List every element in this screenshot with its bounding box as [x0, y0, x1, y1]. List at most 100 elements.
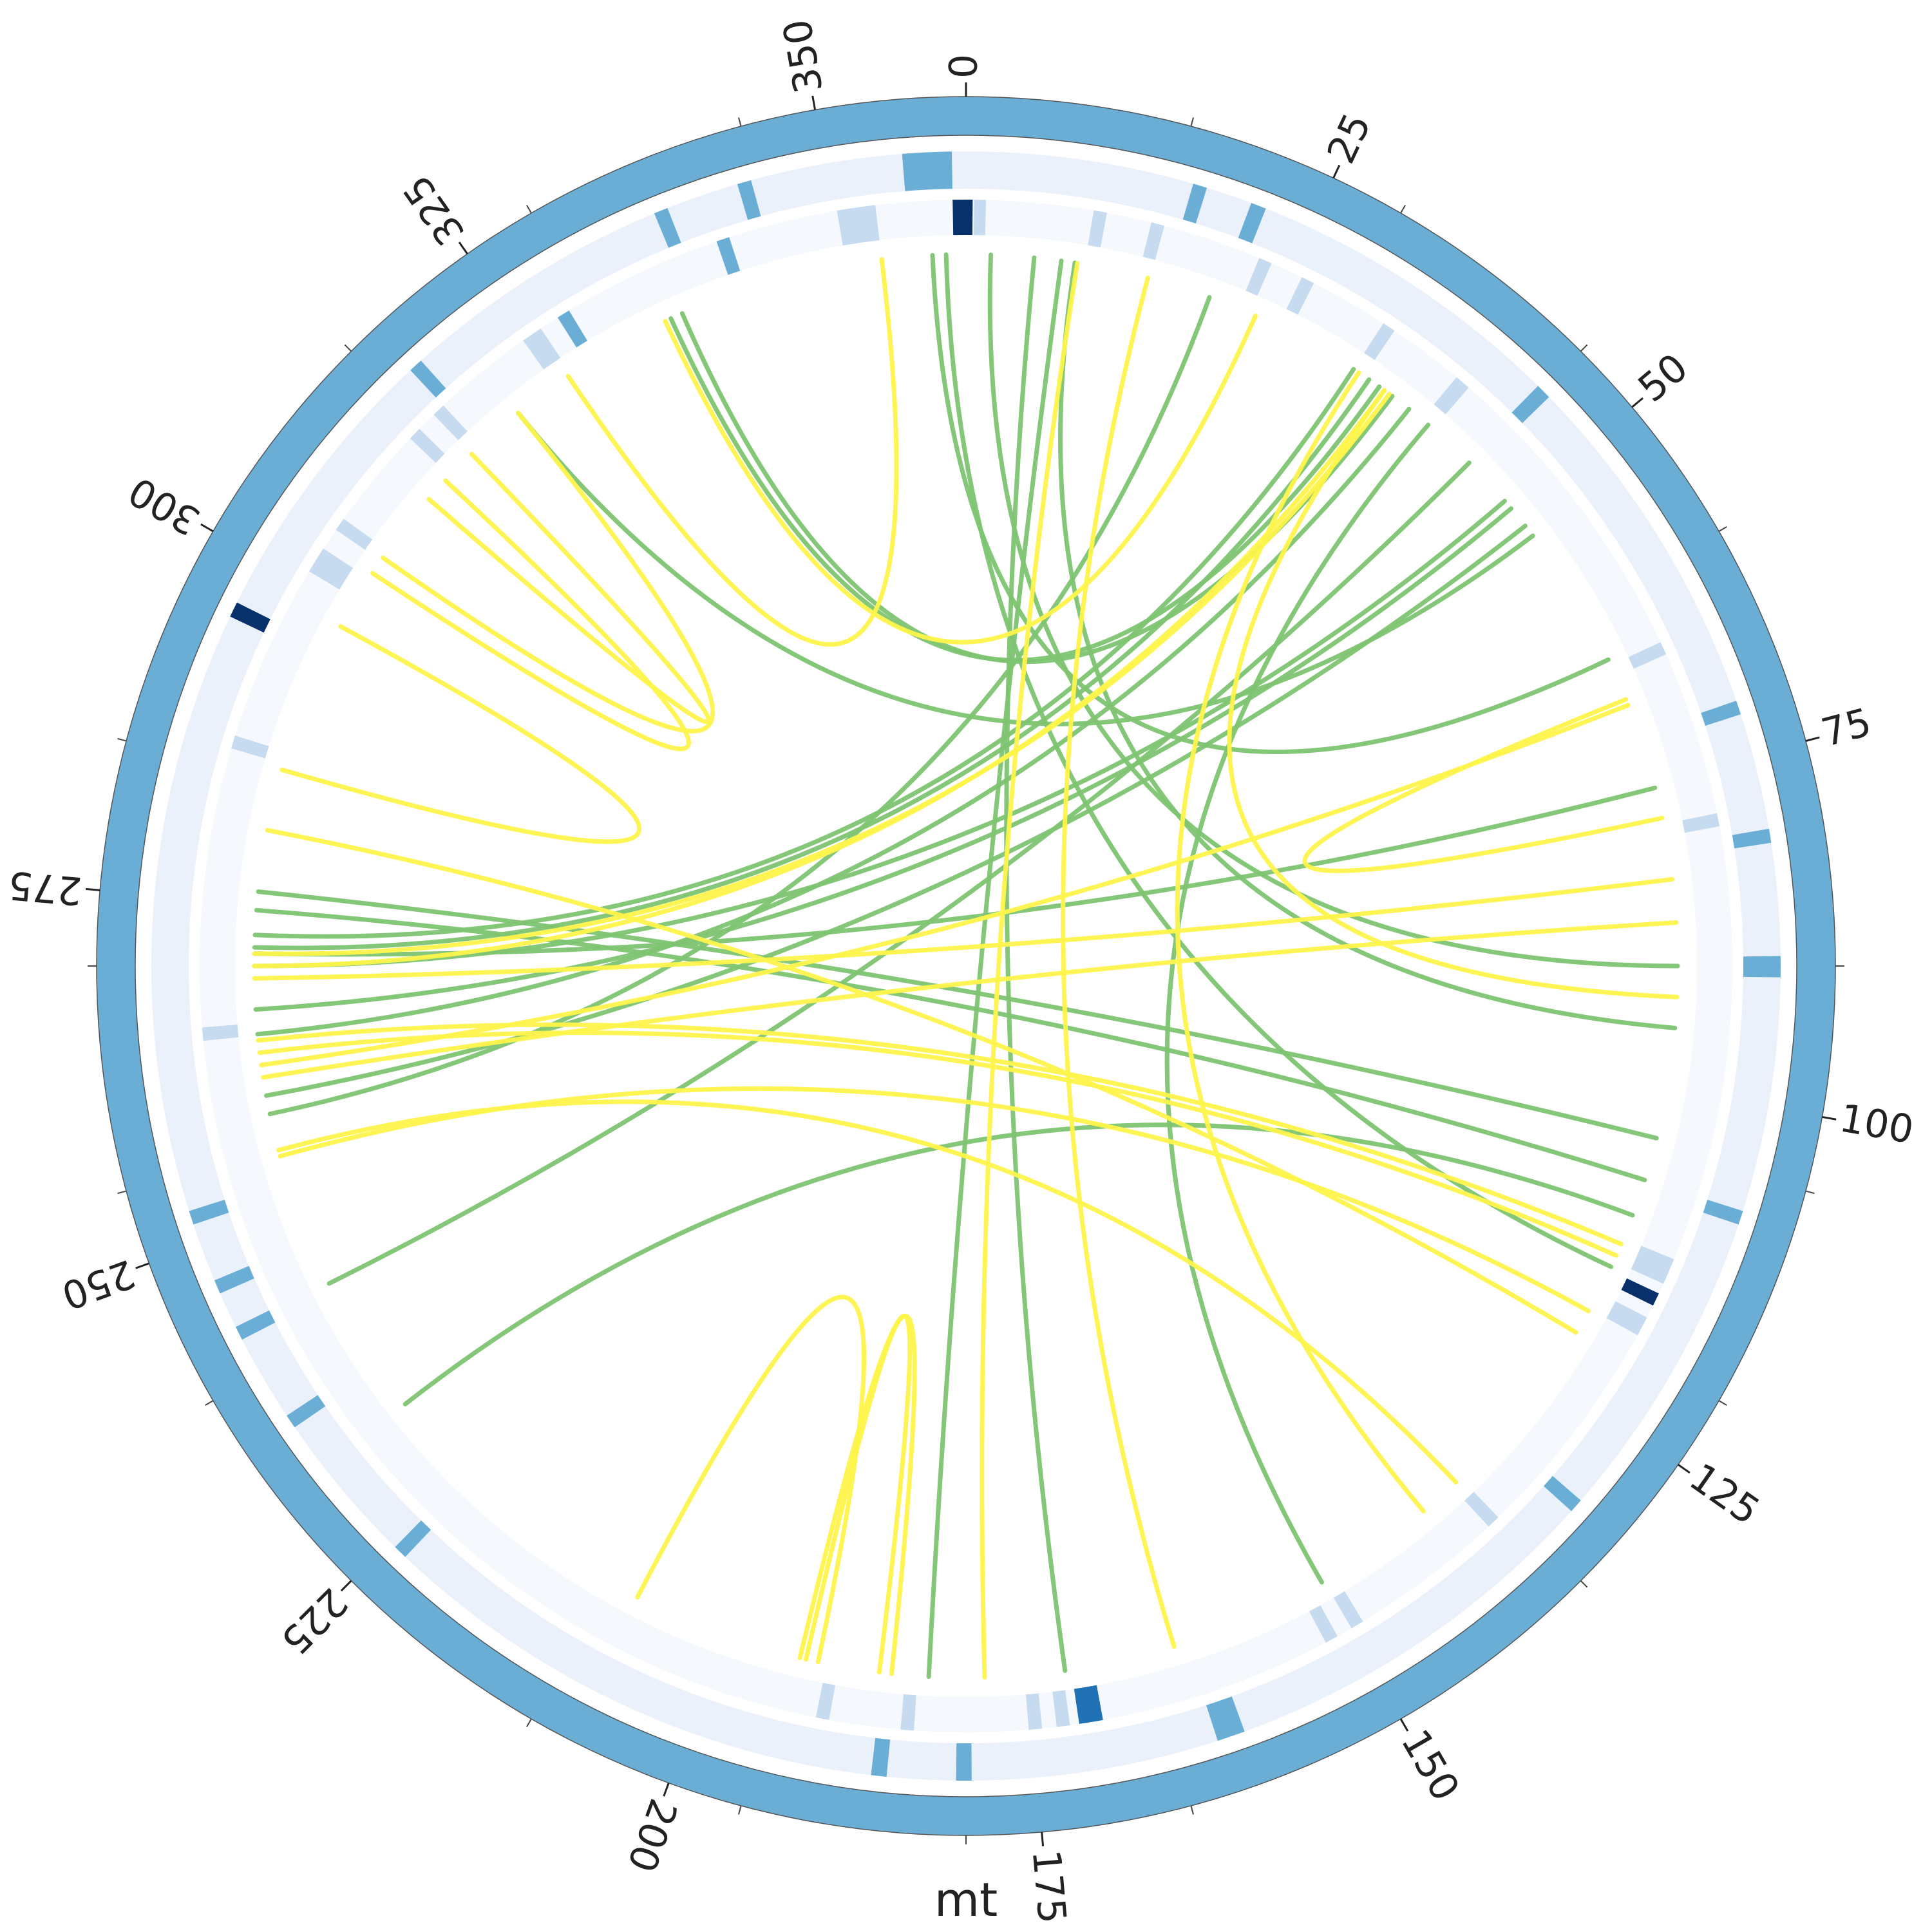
- heatmap-feature: [231, 735, 269, 759]
- heatmap-feature: [1142, 222, 1164, 260]
- link-ribbon: [943, 252, 1613, 1269]
- link-ribbon: [635, 1294, 867, 1665]
- heatmap-feature: [902, 151, 952, 191]
- link-ribbon: [1004, 255, 1068, 1673]
- minor-tick: [344, 344, 352, 352]
- minor-tick: [1400, 205, 1406, 214]
- link-ribbon: [426, 451, 711, 724]
- heatmap-feature: [433, 405, 468, 440]
- major-tick: [1822, 1115, 1837, 1121]
- heatmap-feature: [1701, 701, 1741, 726]
- link-ribbon: [276, 1099, 1459, 1485]
- link-ribbon: [1058, 260, 1678, 1030]
- heatmap-feature: [1364, 323, 1395, 361]
- heatmap-track-inner: [200, 200, 1732, 1732]
- minor-tick: [1580, 344, 1588, 352]
- link-ribbon: [257, 1030, 1618, 1258]
- tick-label: 200: [618, 1793, 686, 1878]
- link-ribbon: [261, 920, 1679, 1080]
- major-tick: [1631, 397, 1643, 408]
- major-tick: [1677, 1464, 1690, 1474]
- major-tick: [200, 523, 214, 533]
- minor-tick: [205, 1400, 214, 1406]
- chromosome-ideogram: [96, 96, 1836, 1836]
- heatmap-feature: [235, 1310, 276, 1340]
- tick-label: 350: [775, 16, 832, 97]
- ideogram-ring: [96, 96, 1836, 1836]
- heatmap-feature: [1052, 1690, 1070, 1727]
- heatmap-feature: [900, 1694, 916, 1731]
- heatmap-feature: [1621, 1278, 1659, 1306]
- minor-tick: [117, 1190, 127, 1194]
- heatmap-feature: [654, 208, 681, 248]
- major-tick: [1041, 1832, 1045, 1846]
- link-ribbon: [278, 1086, 1591, 1314]
- minor-tick: [1718, 1400, 1727, 1406]
- link-ribbon: [252, 876, 1675, 981]
- heatmap-feature: [1703, 1199, 1743, 1225]
- link-ribbon: [255, 406, 1412, 1037]
- link-ribbon: [254, 907, 1647, 1182]
- heatmap-feature: [410, 428, 445, 463]
- major-tick: [135, 1262, 149, 1269]
- heatmap-feature: [214, 1265, 254, 1294]
- heatmap-feature: [557, 310, 588, 348]
- minor-tick: [1190, 1805, 1194, 1815]
- heatmap-feature: [737, 180, 761, 220]
- heatmap-feature: [1286, 277, 1314, 315]
- minor-tick: [738, 1805, 742, 1815]
- tick-label: 75: [1817, 699, 1876, 755]
- heatmap-feature: [1631, 1245, 1674, 1284]
- heatmap-feature: [395, 1520, 431, 1557]
- heatmap-feature: [1088, 210, 1107, 248]
- link-ribbon: [803, 1313, 913, 1675]
- heatmap-feature: [308, 548, 354, 590]
- link-ribbon: [930, 252, 1611, 755]
- link-ribbon: [259, 703, 1631, 1068]
- link-ribbon: [516, 410, 1535, 726]
- heatmap-feature: [1682, 813, 1720, 833]
- heatmap-feature: [952, 200, 973, 236]
- minor-tick: [1805, 1190, 1815, 1194]
- minor-tick: [526, 1718, 532, 1727]
- heatmap-feature: [1743, 956, 1781, 978]
- major-tick: [340, 1580, 352, 1592]
- major-tick: [458, 242, 468, 255]
- minor-tick: [1190, 117, 1194, 127]
- tick-label: 300: [121, 468, 207, 544]
- heatmap-feature: [1511, 386, 1549, 424]
- tick-label: 250: [56, 1251, 141, 1318]
- link-ribbon: [1061, 276, 1177, 1649]
- major-tick: [663, 1783, 670, 1797]
- tick-label: 125: [1681, 1455, 1768, 1534]
- link-ribbon: [565, 257, 899, 647]
- tick-label: 275: [6, 862, 84, 913]
- heatmap-feature: [1245, 258, 1272, 296]
- major-tick: [1399, 1718, 1409, 1732]
- link-ribbon: [370, 478, 691, 752]
- link-ribbon: [253, 506, 1513, 1012]
- link-ribbon: [797, 1313, 917, 1676]
- heatmap-feature: [1026, 1693, 1043, 1730]
- heatmap-feature: [716, 237, 741, 275]
- link-ribbon: [265, 828, 1578, 1335]
- heatmap-feature: [871, 1738, 891, 1777]
- link-ribbon: [402, 1122, 1635, 1406]
- link-ribbon: [252, 377, 1372, 951]
- tick-label: 100: [1837, 1095, 1917, 1153]
- minor-tick: [526, 205, 532, 214]
- link-ribbon: [256, 889, 1659, 1141]
- heatmap-feature: [287, 1395, 326, 1428]
- link-ribbon: [987, 252, 1680, 969]
- major-tick: [811, 95, 817, 110]
- heatmap-feature: [230, 602, 270, 633]
- heatmap-feature: [1238, 203, 1266, 243]
- heatmap-feature: [202, 1025, 239, 1041]
- major-tick: [1332, 164, 1341, 179]
- heatmap-feature: [837, 205, 880, 246]
- heatmap-feature: [1333, 1591, 1363, 1629]
- heatmap-feature: [1464, 1492, 1499, 1527]
- tick-label: 225: [272, 1579, 355, 1663]
- minor-tick: [738, 117, 742, 127]
